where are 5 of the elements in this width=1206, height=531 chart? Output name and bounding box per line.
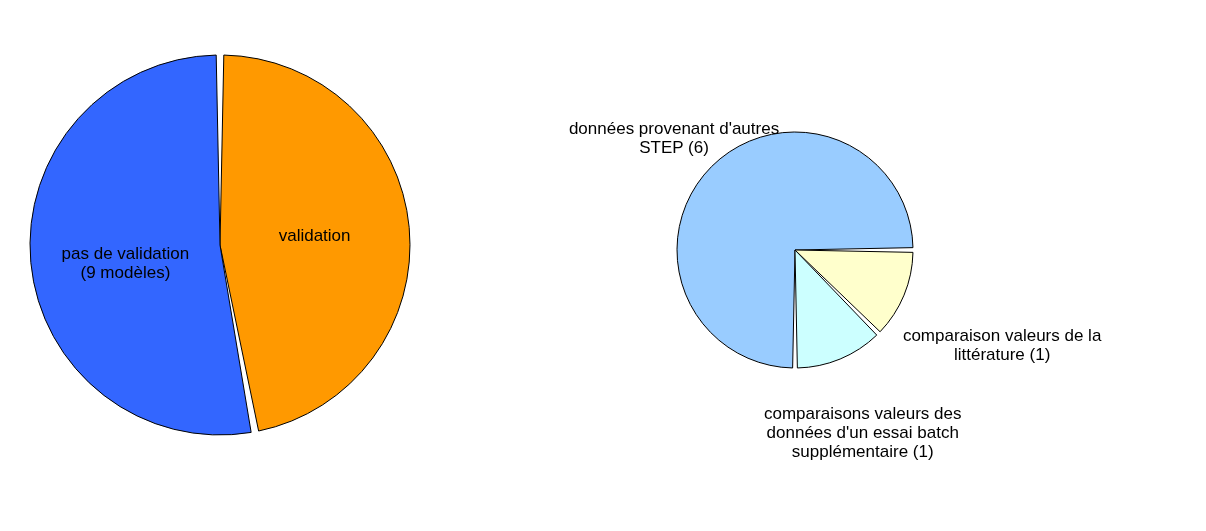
slice-label: comparaisons valeurs des données d'un essai batch supplémentaire (1) [763, 403, 962, 461]
slice-label: comparaison valeurs de la littérature (1) [902, 325, 1102, 364]
slice-label: pas de validation (9 modèles) [61, 243, 190, 282]
slice-label: données provenant d'autres STEP (6) [568, 119, 780, 158]
slice-label: validation [278, 226, 351, 246]
